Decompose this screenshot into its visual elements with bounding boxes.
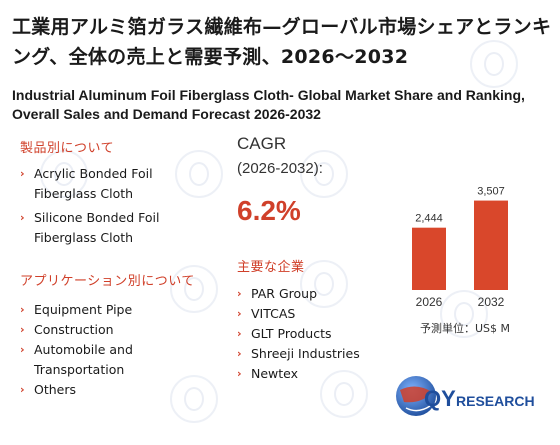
list-item: › Automobile and Transportation [20,342,133,377]
cagr-value: 6.2% [237,195,301,226]
list-item: › GLT Products [237,324,387,344]
list-item: › VITCAS [237,304,387,324]
application-section-heading: アプリケーション別について [20,274,195,289]
watermark-logo [300,150,348,198]
product-section-heading: 製品別について [20,141,115,156]
list-item: › PAR Group [237,284,387,304]
cagr-label: CAGR [237,134,287,153]
watermark-logo [470,40,518,88]
list-item: › Others [20,380,170,400]
arrow-icon: › [237,287,242,300]
qyresearch-logo: QY RESEARCH [396,376,534,416]
bar-2032 [474,200,508,290]
cagr-period: (2026-2032): [237,160,323,177]
arrow-icon: › [20,383,25,396]
logo-text-q: QY [424,386,456,411]
data-label-2032: 3,507 [477,186,505,198]
bar-2026 [412,227,446,290]
watermark-logo [40,150,88,198]
x-tick-label-2026: 2026 [416,295,443,309]
list-item: › Silicone Bonded Foil Fiberglass Cloth [20,210,160,245]
watermark-logo [440,290,488,338]
list-item: › Equipment Pipe [20,300,170,320]
watermark-logo [175,150,223,198]
list-item: › Shreeji Industries [237,344,387,364]
watermark-logo [170,375,218,423]
x-tick-label-2032: 2032 [478,295,505,309]
arrow-icon: › [237,307,242,320]
arrow-icon: › [20,211,25,224]
arrow-icon: › [237,367,242,380]
watermark-logo [170,265,218,313]
application-list: › Equipment Pipe › Construction › Automobil… [20,300,170,400]
unit-label: 予測単位：US$ M [420,322,511,335]
forecast-bar-chart: 2,444 2026 3,507 2032 [412,186,508,309]
list-item: › Construction [20,320,170,340]
companies-section-heading: 主要な企業 [237,260,305,275]
data-label-2026: 2,444 [415,213,443,225]
arrow-icon: › [20,303,25,316]
page-title-japanese: 工業用アルミ箔ガラス繊維布—グローバル市場シェアとランキング、全体の売上と需要予… [12,16,552,68]
watermark-logo [320,370,368,418]
arrow-icon: › [20,323,25,336]
arrow-icon: › [237,327,242,340]
arrow-icon: › [20,167,25,180]
arrow-icon: › [20,343,25,356]
companies-list: › PAR Group › VITCAS › GLT Products › Shreej… [237,284,387,384]
list-item: › Acrylic Bonded Foil Fiberglass Cloth [20,166,153,201]
page-title-english: Industrial Aluminum Foil Fiberglass Clot… [12,87,525,122]
logo-text-rest: RESEARCH [456,393,534,409]
watermark-logo [300,260,348,308]
list-item: › Newtex [237,364,387,384]
product-list: › Acrylic Bonded Foil Fiberglass Cloth › S… [20,164,210,248]
arrow-icon: › [237,347,242,360]
